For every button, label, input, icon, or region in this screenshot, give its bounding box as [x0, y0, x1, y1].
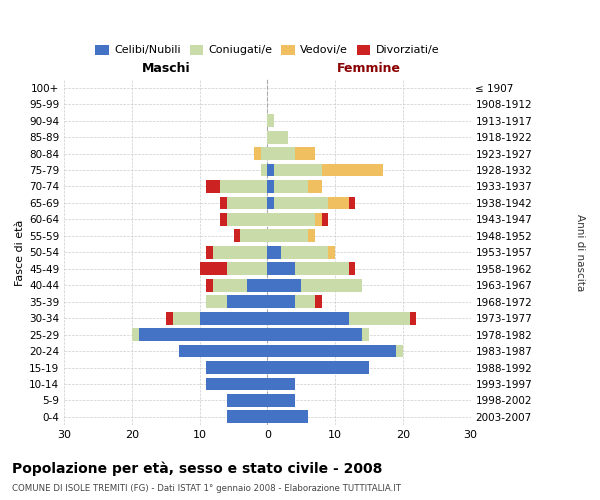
Bar: [213, 246, 268, 258]
Bar: [227, 262, 268, 275]
Y-axis label: Fasce di età: Fasce di età: [15, 219, 25, 286]
Bar: [268, 164, 274, 176]
Bar: [206, 361, 268, 374]
Bar: [268, 130, 288, 143]
Bar: [200, 312, 268, 324]
Bar: [308, 180, 322, 193]
Bar: [396, 344, 403, 358]
Bar: [200, 262, 227, 275]
Text: Femmine: Femmine: [337, 62, 401, 74]
Bar: [268, 262, 295, 275]
Text: COMUNE DI ISOLE TREMITI (FG) - Dati ISTAT 1° gennaio 2008 - Elaborazione TUTTITA: COMUNE DI ISOLE TREMITI (FG) - Dati ISTA…: [12, 484, 401, 493]
Bar: [362, 328, 369, 341]
Bar: [206, 296, 227, 308]
Bar: [295, 147, 315, 160]
Bar: [295, 296, 315, 308]
Bar: [268, 213, 315, 226]
Bar: [233, 230, 241, 242]
Legend: Celibi/Nubili, Coniugati/e, Vedovi/e, Divorziati/e: Celibi/Nubili, Coniugati/e, Vedovi/e, Di…: [91, 40, 444, 60]
Bar: [227, 410, 268, 424]
Bar: [274, 196, 328, 209]
Bar: [268, 344, 396, 358]
Bar: [268, 394, 295, 407]
Bar: [206, 378, 268, 390]
Bar: [268, 296, 295, 308]
Bar: [139, 328, 268, 341]
Bar: [166, 312, 173, 324]
Bar: [410, 312, 416, 324]
Bar: [349, 262, 355, 275]
Text: Maschi: Maschi: [142, 62, 190, 74]
Bar: [173, 312, 200, 324]
Bar: [349, 196, 355, 209]
Bar: [315, 296, 322, 308]
Y-axis label: Anni di nascita: Anni di nascita: [575, 214, 585, 291]
Bar: [227, 213, 268, 226]
Bar: [220, 196, 227, 209]
Bar: [227, 196, 268, 209]
Bar: [322, 213, 328, 226]
Bar: [220, 213, 227, 226]
Bar: [241, 230, 268, 242]
Bar: [268, 246, 281, 258]
Bar: [254, 147, 260, 160]
Bar: [274, 164, 322, 176]
Bar: [247, 279, 268, 291]
Bar: [268, 230, 308, 242]
Bar: [220, 180, 268, 193]
Bar: [315, 213, 322, 226]
Bar: [206, 246, 213, 258]
Bar: [268, 196, 274, 209]
Bar: [301, 279, 362, 291]
Bar: [260, 164, 268, 176]
Text: Popolazione per età, sesso e stato civile - 2008: Popolazione per età, sesso e stato civil…: [12, 461, 382, 475]
Bar: [268, 361, 369, 374]
Bar: [206, 180, 220, 193]
Bar: [268, 410, 308, 424]
Bar: [349, 312, 410, 324]
Bar: [268, 279, 301, 291]
Bar: [268, 328, 362, 341]
Bar: [268, 312, 349, 324]
Bar: [227, 296, 268, 308]
Bar: [281, 246, 328, 258]
Bar: [328, 246, 335, 258]
Bar: [260, 147, 268, 160]
Bar: [308, 230, 315, 242]
Bar: [322, 164, 383, 176]
Bar: [227, 394, 268, 407]
Bar: [132, 328, 139, 341]
Bar: [274, 180, 308, 193]
Bar: [268, 378, 295, 390]
Bar: [295, 262, 349, 275]
Bar: [179, 344, 268, 358]
Bar: [268, 147, 295, 160]
Bar: [268, 180, 274, 193]
Bar: [213, 279, 247, 291]
Bar: [268, 114, 274, 127]
Bar: [328, 196, 349, 209]
Bar: [206, 279, 213, 291]
